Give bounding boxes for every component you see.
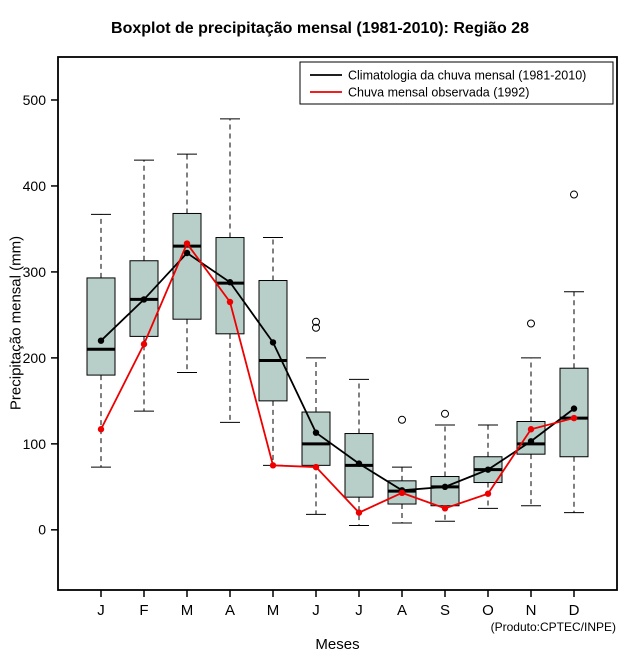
x-tick-label: J [312,602,320,619]
series-point [570,405,578,412]
outlier-point [312,317,320,326]
series-point [183,249,191,257]
y-tick-label: 400 [23,178,47,194]
outlier-point [398,415,406,424]
series-climatology [97,249,578,494]
chart-title: Boxplot de precipitação mensal (1981-201… [111,20,529,37]
legend-label: Chuva mensal observada (1992) [348,85,529,99]
series-point [226,279,234,286]
series-point [441,505,449,512]
iqr-box [559,367,589,458]
x-tick-label: A [397,602,407,619]
series-line [100,241,575,514]
series-point [312,463,320,471]
outlier-point [570,190,578,199]
series-point [484,466,492,473]
y-tick-label: 300 [23,264,47,280]
boxplot-month-1 [86,213,116,468]
boxplot-month-2 [129,159,159,412]
x-tick-label: O [482,602,494,619]
y-tick-label: 100 [23,436,47,452]
x-tick-label: J [355,602,363,619]
plot-frame [57,56,618,591]
series-point [527,426,535,433]
series-point [226,298,234,306]
boxplot-month-8 [387,415,417,524]
series-point [570,414,578,422]
axes: 0 100 200 300 400 500 J F M A M J J A S O N D [23,92,580,619]
y-tick-label: 0 [38,522,46,538]
legend-box [299,61,614,105]
series-point [355,509,363,516]
series-line [100,251,575,492]
series-point [97,426,105,433]
x-tick-label: A [225,602,235,619]
series-point [312,429,320,436]
series-point [484,490,492,497]
iqr-box [430,476,460,507]
boxplot-month-6 [301,317,331,515]
product-annotation: (Produto:CPTEC/INPE) [490,620,616,634]
series-point [269,339,277,346]
series-point [398,489,406,497]
x-tick-label: J [97,602,105,619]
series-point [140,340,148,348]
boxplot-month-7 [344,378,374,527]
x-axis-label: Meses [315,636,360,653]
outlier-point [441,409,449,418]
x-tick-label: N [526,602,537,619]
series-point [355,460,363,467]
x-tick-label: F [139,602,148,619]
iqr-box [215,237,245,335]
series-point [269,462,277,469]
series-point [183,240,191,247]
y-tick-label: 500 [23,92,47,108]
series-point [140,296,148,303]
iqr-box [86,277,116,376]
legend: Climatologia da chuva mensal (1981-2010)… [299,61,614,105]
x-tick-label: M [267,602,280,619]
series-point [527,438,535,445]
y-tick-label: 200 [23,350,47,366]
boxplot-month-4 [215,118,245,423]
series-observed [97,240,578,516]
series-point [441,483,449,491]
x-tick-label: S [440,602,450,619]
outlier-point [312,323,320,332]
legend-label: Climatologia da chuva mensal (1981-2010) [348,68,586,82]
x-tick-label: M [181,602,194,619]
series-point [97,337,105,344]
x-tick-label: D [569,602,580,619]
boxplot-month-12 [559,190,589,514]
boxplot-month-11 [516,319,546,507]
outlier-point [527,319,535,328]
